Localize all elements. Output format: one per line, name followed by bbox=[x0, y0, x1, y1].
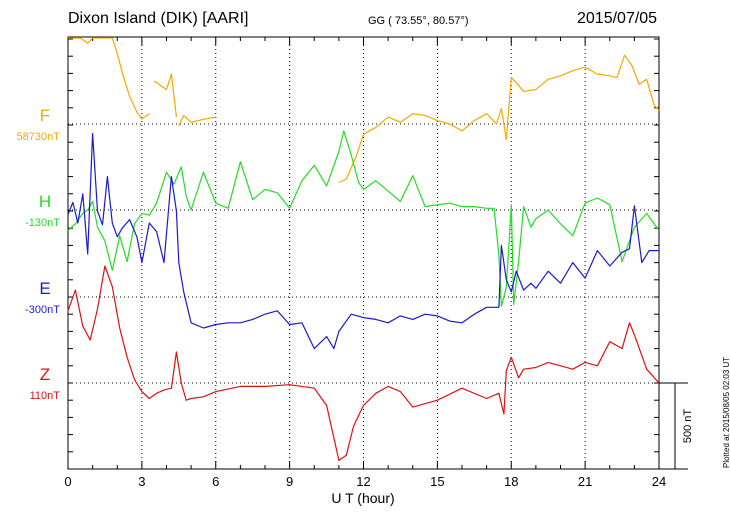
plot-date: 2015/07/05 bbox=[577, 10, 658, 27]
series-line-h bbox=[67, 130, 660, 307]
x-tick-label: 15 bbox=[430, 474, 444, 489]
series-name-z: Z bbox=[40, 365, 50, 384]
x-axis-label: U T (hour) bbox=[331, 490, 394, 506]
x-tick-label: 3 bbox=[138, 474, 145, 489]
x-tick-label: 6 bbox=[212, 474, 219, 489]
grid-lines bbox=[68, 37, 659, 469]
x-tick-label: 12 bbox=[356, 474, 370, 489]
x-tick-label: 0 bbox=[64, 474, 71, 489]
series-labels: F 58730nT H -130nT E -300nT Z 110nT bbox=[17, 106, 61, 402]
series-line-z bbox=[67, 265, 660, 461]
x-tick-label: 24 bbox=[652, 474, 666, 489]
x-tick-label: 21 bbox=[578, 474, 592, 489]
geographic-coordinates: GG ( 73.55°, 80.57°) bbox=[368, 15, 469, 27]
station-title: Dixon Island (DIK) [AARI] bbox=[68, 10, 249, 27]
x-tick-labels: 0 3 6 9 12 15 18 21 24 bbox=[64, 474, 666, 489]
series-line-f bbox=[68, 37, 660, 184]
series-baseline-e: -300nT bbox=[25, 304, 60, 316]
series-baseline-z: 110nT bbox=[30, 390, 61, 402]
x-tick-label: 9 bbox=[286, 474, 293, 489]
scale-bar-label: 500 nT bbox=[682, 409, 694, 444]
series-name-e: E bbox=[39, 279, 50, 298]
x-tick-label: 18 bbox=[504, 474, 518, 489]
series-traces bbox=[67, 37, 660, 461]
series-baseline-f: 58730nT bbox=[17, 131, 61, 143]
series-line-e bbox=[67, 133, 659, 350]
series-name-f: F bbox=[40, 106, 50, 125]
series-baseline-h: -130nT bbox=[25, 217, 60, 229]
scale-bar: 500 nT bbox=[659, 382, 694, 470]
series-name-h: H bbox=[39, 192, 51, 211]
